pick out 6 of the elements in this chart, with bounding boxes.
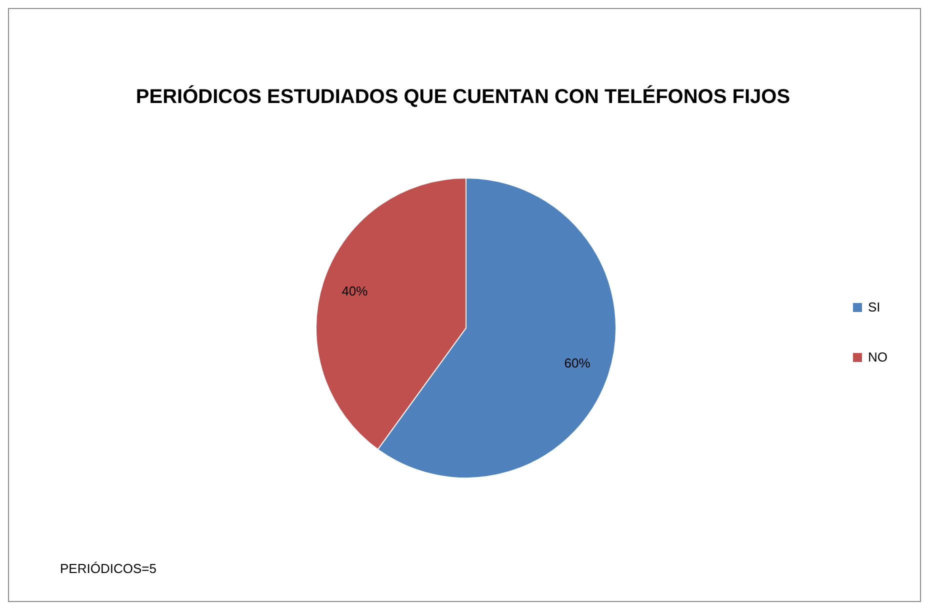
data-label: 60% bbox=[564, 356, 591, 371]
chart-title: PERIÓDICOS ESTUDIADOS QUE CUENTAN CON TELÉFONOS FIJOS bbox=[136, 85, 790, 108]
legend-label: SI bbox=[868, 299, 880, 314]
legend-label: NO bbox=[868, 349, 888, 364]
text: PERIÓDICOS=5 bbox=[60, 561, 156, 576]
data-label: 40% bbox=[342, 283, 368, 298]
